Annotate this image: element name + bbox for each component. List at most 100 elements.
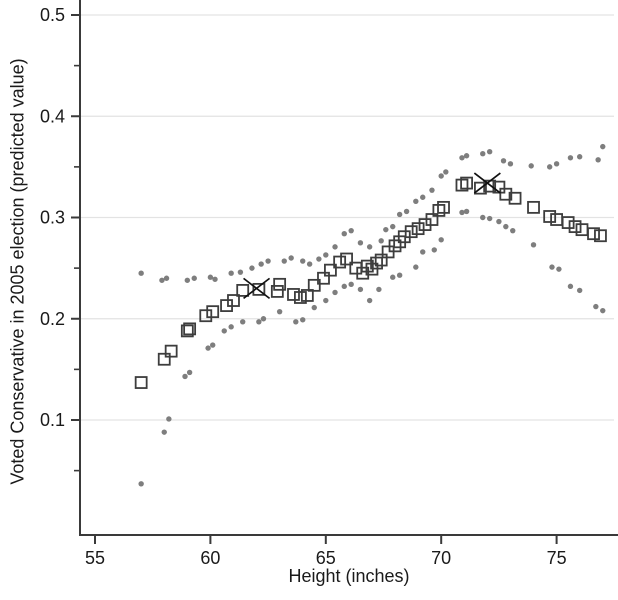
dot-marker — [306, 261, 313, 267]
dot-marker — [383, 226, 389, 233]
square-marker — [183, 322, 197, 336]
y-tick-label: 0.4 — [40, 106, 65, 126]
dot-marker — [341, 283, 347, 290]
dot-marker — [323, 252, 329, 258]
dot-marker — [210, 342, 216, 348]
square-marker — [164, 344, 178, 358]
dot-marker — [486, 215, 493, 222]
dot-marker — [576, 154, 583, 160]
x-marker — [243, 277, 271, 300]
dot-marker — [186, 369, 193, 376]
dot-marker — [258, 261, 264, 267]
square-marker — [134, 376, 148, 389]
dot-marker — [510, 227, 516, 234]
dot-marker — [163, 275, 170, 281]
dot-marker — [207, 274, 214, 280]
square-marker — [340, 252, 353, 266]
square-marker — [324, 263, 337, 277]
square-marker — [294, 291, 307, 304]
square-marker — [252, 282, 266, 296]
y-tick-label: 0.1 — [40, 410, 65, 430]
square-marker — [543, 210, 557, 223]
dot-marker — [503, 223, 509, 230]
dot-marker — [431, 247, 437, 253]
dot-marker — [311, 304, 317, 311]
dot-marker — [376, 286, 382, 293]
y-tick-label: 0.2 — [40, 309, 65, 329]
dot-marker — [237, 269, 244, 275]
dot-marker — [438, 237, 444, 243]
dot-marker — [300, 317, 306, 323]
dot-marker — [486, 148, 493, 155]
dot-marker — [341, 231, 347, 237]
dot-marker — [276, 308, 283, 315]
dot-marker — [378, 238, 384, 244]
dot-marker — [166, 416, 172, 422]
dot-marker — [366, 297, 373, 304]
dot-marker — [396, 272, 403, 278]
square-marker — [374, 253, 388, 267]
dot-marker — [403, 208, 410, 215]
square-marker — [307, 278, 321, 292]
dot-marker — [480, 214, 486, 221]
square-marker — [199, 309, 213, 323]
dot-marker — [600, 307, 606, 314]
dot-marker — [528, 163, 534, 169]
dot-marker — [260, 316, 267, 322]
dot-marker — [567, 283, 574, 290]
dot-marker — [161, 429, 167, 435]
square-marker — [499, 187, 513, 201]
square-marker — [270, 285, 284, 298]
dot-marker — [228, 270, 234, 276]
square-marker — [508, 191, 522, 205]
dot-marker — [549, 264, 555, 270]
dot-marker — [265, 258, 271, 264]
dot-marker — [366, 244, 373, 250]
dot-marker — [357, 286, 364, 293]
square-marker — [333, 255, 347, 269]
dot-marker — [553, 161, 560, 167]
dot-marker — [332, 244, 338, 250]
square-marker — [460, 176, 473, 190]
dot-marker — [500, 158, 507, 164]
dot-marker — [556, 266, 562, 272]
dot-marker — [463, 153, 470, 159]
square-marker — [437, 200, 450, 214]
dot-marker — [138, 481, 144, 487]
square-marker — [561, 216, 575, 229]
square-marker — [474, 181, 487, 195]
dot-marker — [443, 169, 449, 175]
x-tick-label: 65 — [316, 548, 336, 568]
dot-marker — [576, 287, 583, 294]
square-marker — [411, 222, 425, 236]
dot-marker — [281, 258, 287, 264]
dot-marker — [159, 277, 165, 283]
dot-marker — [420, 249, 426, 255]
dot-marker — [459, 209, 465, 216]
square-marker — [404, 225, 418, 239]
dot-marker — [546, 164, 553, 170]
dot-marker — [567, 155, 574, 161]
dot-marker — [182, 373, 188, 380]
x-tick-label: 60 — [200, 548, 220, 568]
y-tick-label: 0.3 — [40, 208, 65, 228]
dot-marker — [480, 151, 486, 157]
square-marker — [587, 227, 600, 241]
dot-marker — [300, 258, 306, 264]
square-marker — [317, 271, 330, 285]
y-axis-label: Voted Conservative in 2005 election (pre… — [7, 58, 28, 485]
square-marker — [180, 324, 194, 338]
dot-marker — [348, 281, 354, 288]
dot-marker — [438, 173, 444, 179]
y-tick-label: 0.5 — [40, 5, 65, 25]
square-marker — [157, 352, 171, 366]
square-marker — [273, 277, 287, 291]
dot-marker — [316, 256, 322, 262]
square-marker — [227, 294, 240, 307]
dot-marker — [240, 319, 246, 325]
dot-marker — [212, 276, 218, 282]
dot-marker — [390, 223, 396, 230]
dot-marker — [288, 255, 294, 261]
